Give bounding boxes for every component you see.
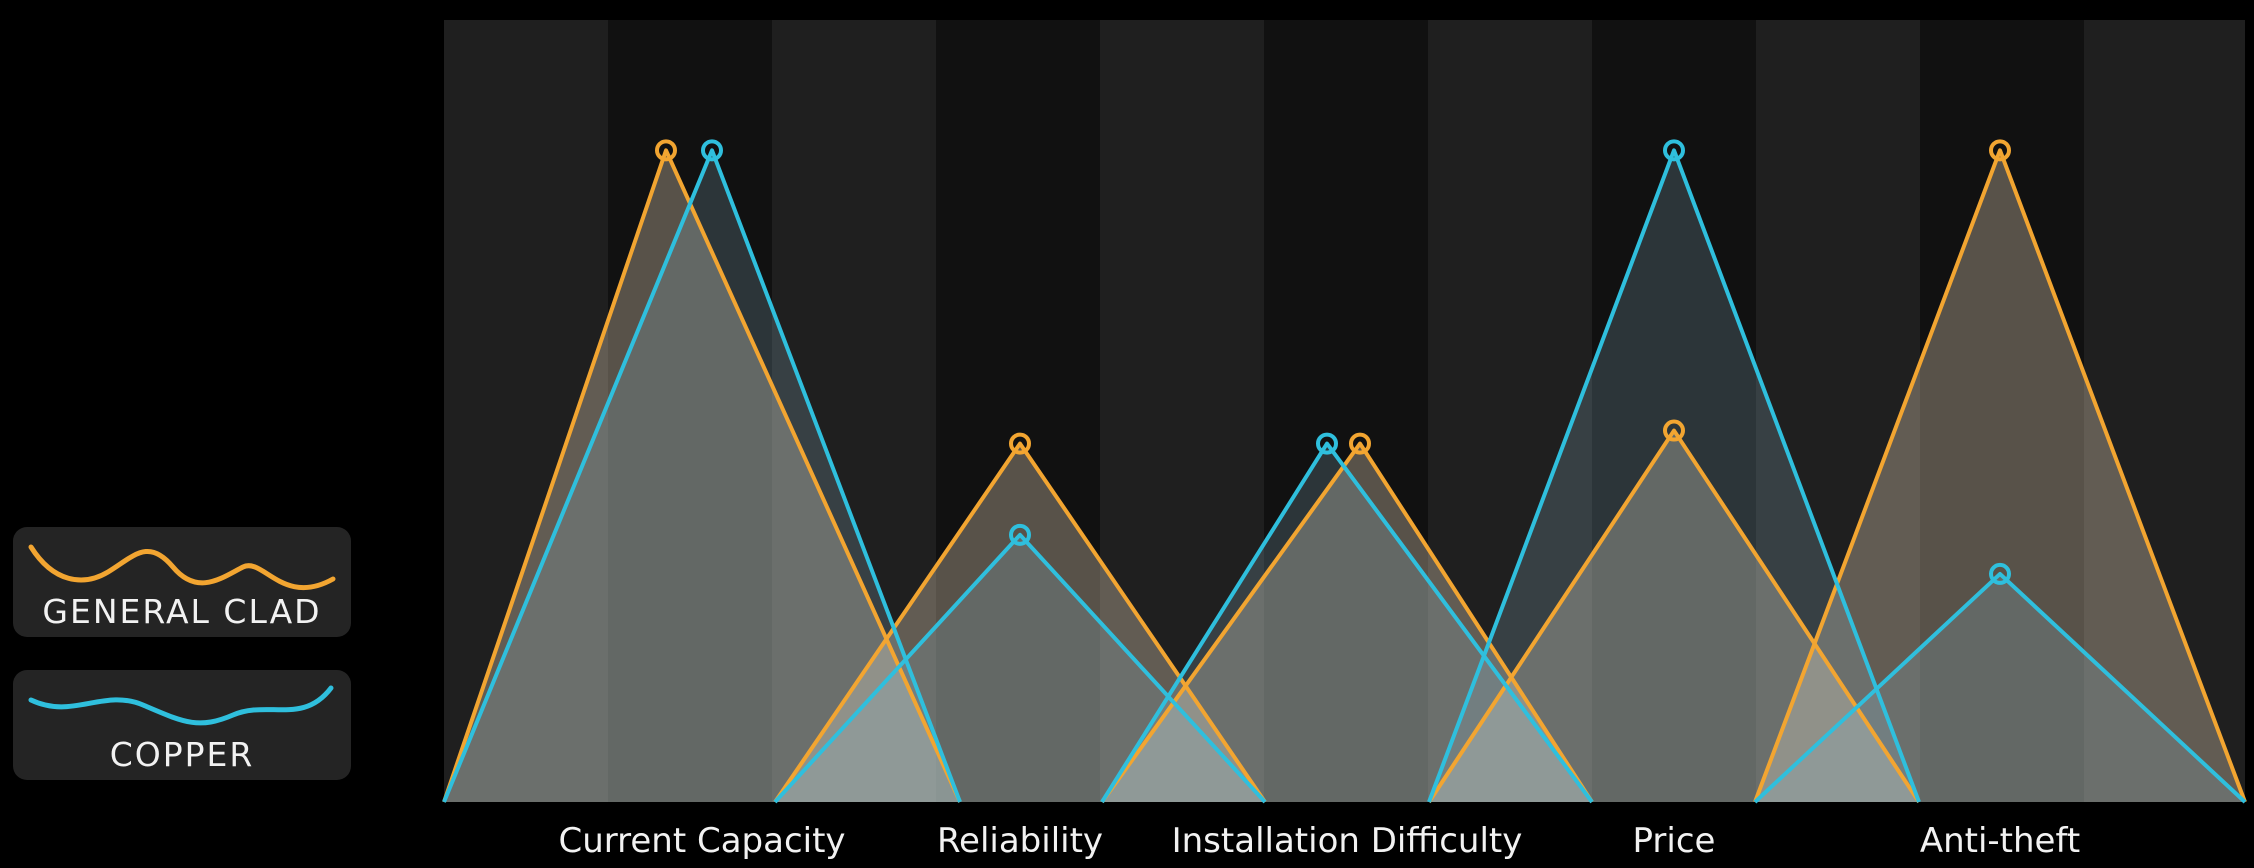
copper-wave-icon: [28, 685, 334, 726]
x-axis-labels: Current Capacity Reliability Installation …: [558, 821, 2080, 861]
line-copper-1: [773, 532, 1267, 804]
general-clad-wave-icon: [28, 544, 336, 591]
area-copper-3: [1429, 150, 1919, 803]
series-lines: [442, 148, 2247, 804]
area-general-clad-1: [775, 443, 1265, 802]
legend-item-general-clad: GENERAL CLAD: [13, 527, 351, 637]
background-band: [2084, 20, 2245, 802]
point-copper-1: [1009, 523, 1031, 546]
point-general-clad-3: [1663, 419, 1685, 442]
line-general-clad-2: [1100, 441, 1594, 804]
background-band: [936, 20, 1100, 802]
point-copper-3: [1663, 139, 1685, 162]
background-band: [608, 20, 772, 802]
point-copper-2: [1316, 432, 1338, 455]
line-copper-4: [1753, 571, 2247, 804]
legend-label-general-clad: GENERAL CLAD: [42, 592, 322, 631]
series-areas: [444, 150, 2245, 803]
background-band: [444, 20, 608, 802]
area-copper-0: [444, 150, 960, 803]
x-tick-label: Price: [1633, 821, 1716, 861]
line-general-clad-0: [442, 148, 962, 803]
area-copper-2: [1102, 443, 1592, 802]
x-tick-label: Current Capacity: [558, 821, 845, 861]
line-copper-0: [442, 148, 962, 803]
area-general-clad-4: [1755, 150, 2245, 803]
area-general-clad-0: [444, 150, 960, 803]
area-general-clad-3: [1429, 430, 1919, 802]
point-general-clad-0: [655, 139, 677, 162]
line-general-clad-3: [1427, 428, 1921, 804]
legend-item-copper: COPPER: [13, 670, 351, 780]
point-copper-4: [1989, 562, 2011, 585]
point-copper-0: [701, 139, 723, 162]
point-general-clad-1: [1009, 432, 1031, 455]
x-tick-label: Reliability: [937, 821, 1103, 861]
series-points: [655, 139, 2011, 585]
area-copper-4: [1755, 573, 2245, 802]
area-general-clad-2: [1102, 443, 1592, 802]
x-tick-label: Installation Difficulty: [1172, 821, 1523, 861]
line-copper-2: [1100, 441, 1594, 804]
line-general-clad-1: [773, 441, 1267, 804]
point-general-clad-4: [1989, 139, 2011, 162]
x-tick-label: Anti-theft: [1920, 821, 2080, 861]
background-band: [1264, 20, 1428, 802]
point-general-clad-2: [1349, 432, 1371, 455]
line-copper-3: [1427, 148, 1921, 803]
legend-label-copper: COPPER: [109, 735, 255, 774]
